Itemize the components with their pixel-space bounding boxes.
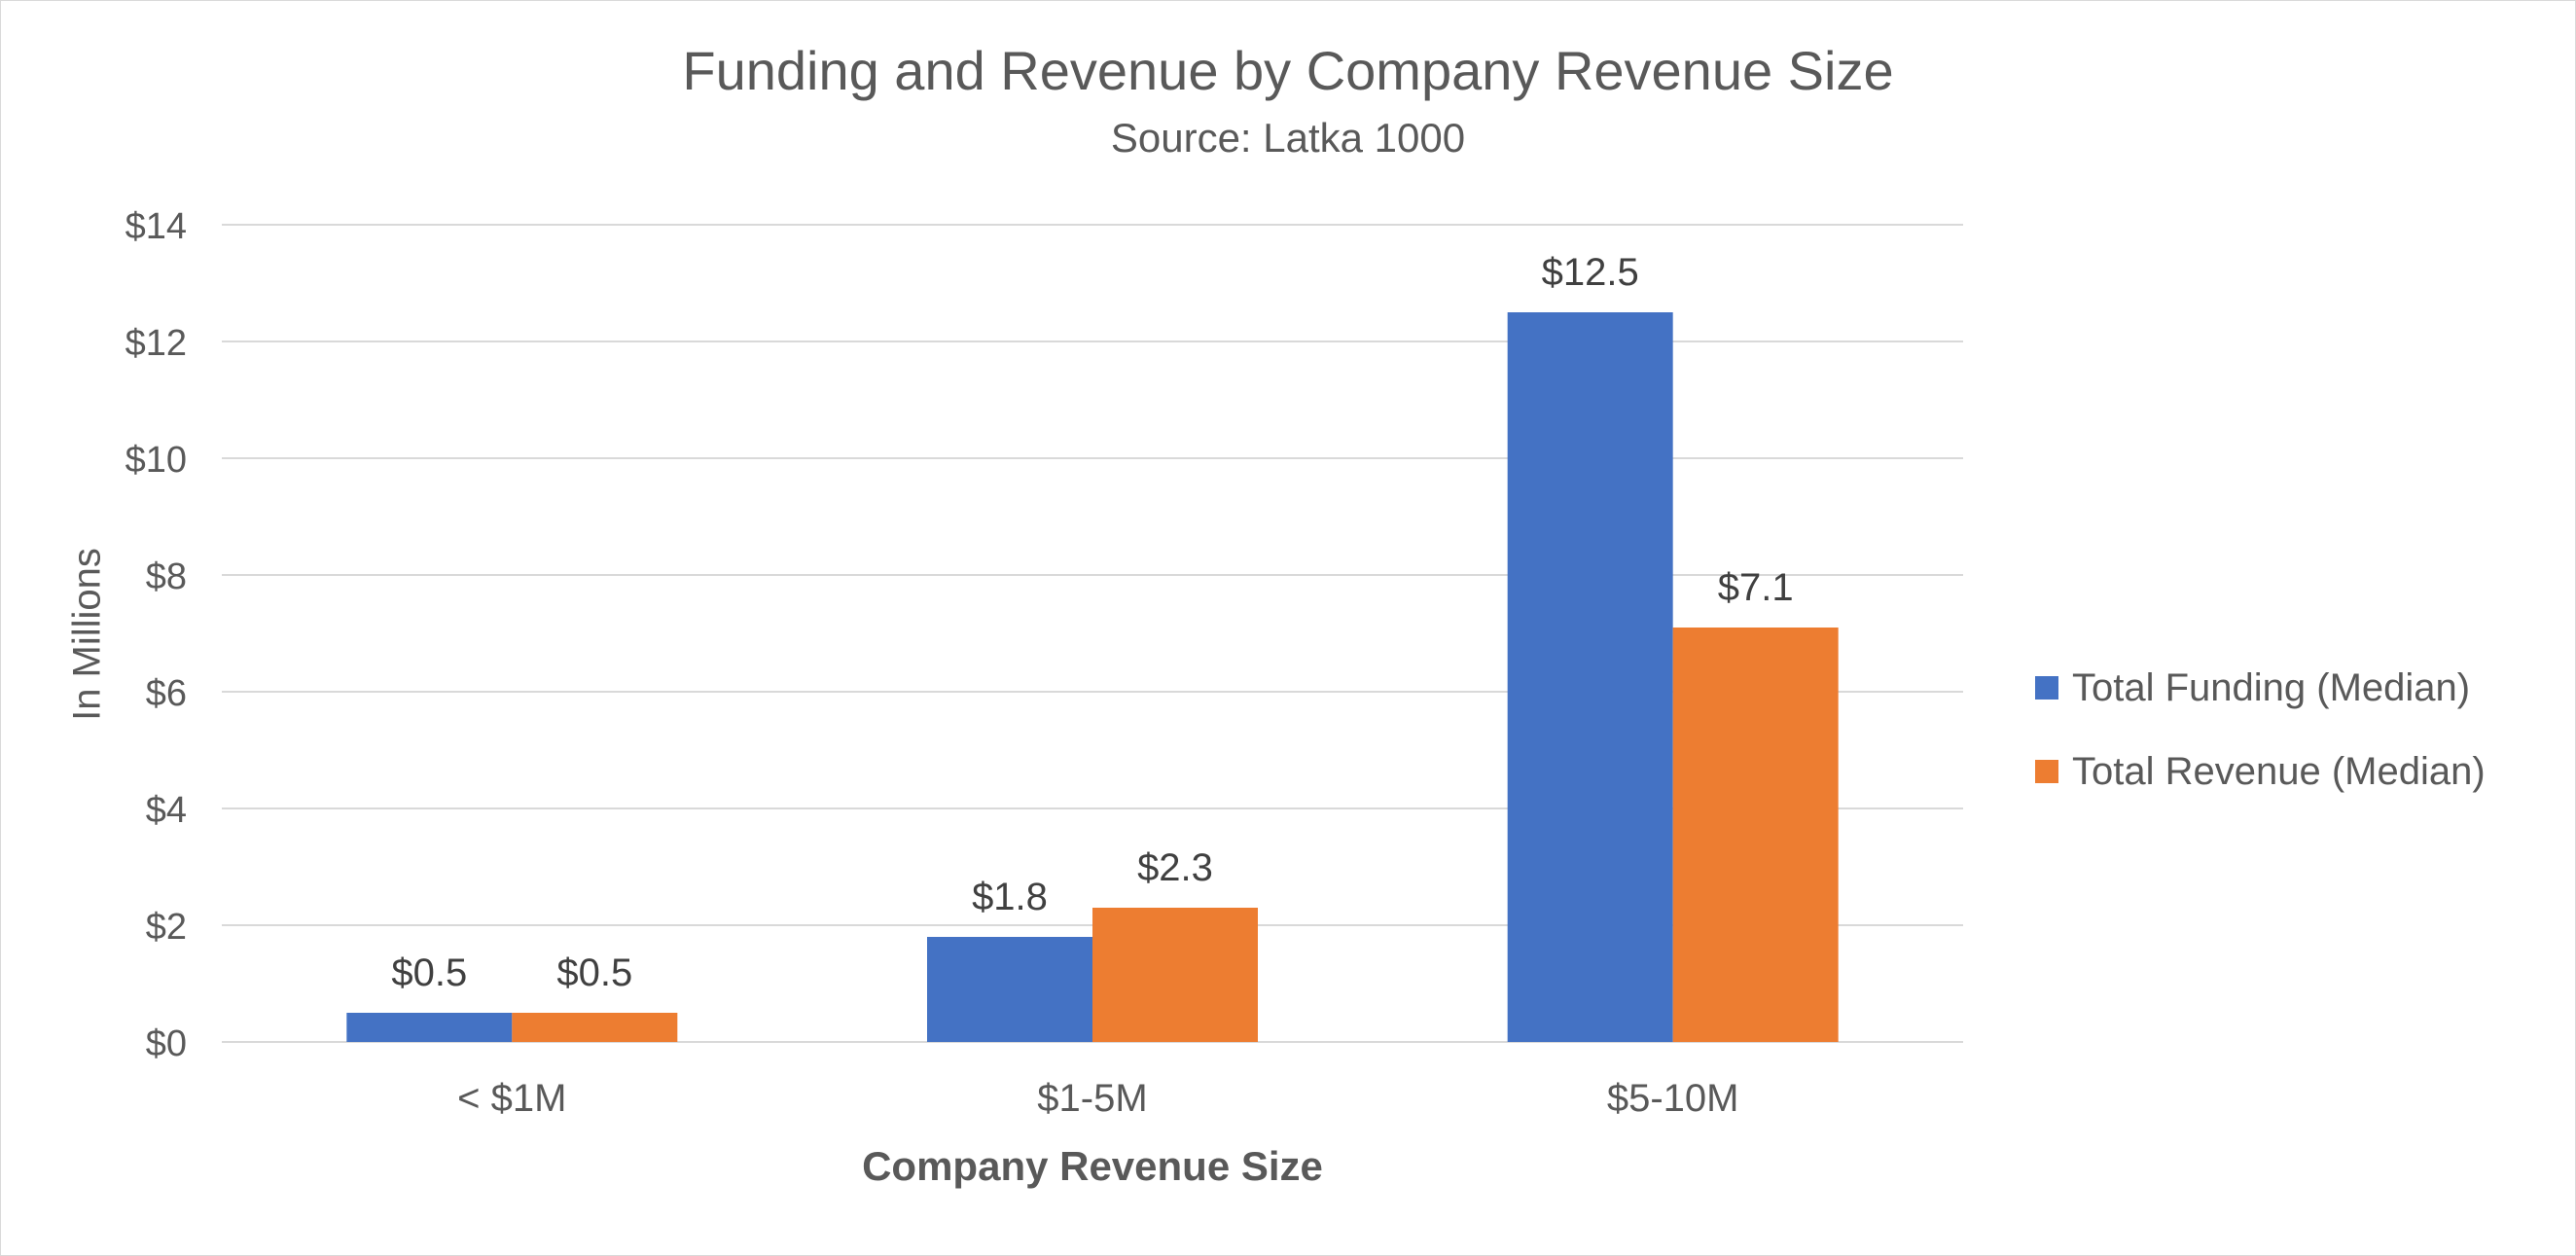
- data-label: $12.5: [1542, 251, 1639, 294]
- legend-swatch-revenue: [2035, 760, 2058, 783]
- legend-label-revenue: Total Revenue (Median): [2072, 749, 2486, 793]
- y-tick-label: $12: [125, 323, 187, 364]
- bar-revenue: [1672, 628, 1839, 1042]
- data-label: $1.8: [972, 876, 1048, 918]
- y-axis-label: In Millions: [65, 548, 109, 721]
- bar-funding: [927, 937, 1092, 1042]
- y-tick-label: $14: [125, 206, 187, 247]
- legend-label-funding: Total Funding (Median): [2072, 665, 2471, 709]
- bar-revenue: [512, 1013, 678, 1042]
- data-label: $2.3: [1137, 846, 1213, 889]
- y-tick-label: $0: [146, 1023, 187, 1064]
- data-label: $0.5: [556, 951, 632, 994]
- y-tick-label: $4: [146, 790, 187, 831]
- x-tick-label: $1-5M: [1037, 1077, 1147, 1120]
- chart-title: Funding and Revenue by Company Revenue S…: [682, 40, 1894, 101]
- legend-swatch-funding: [2035, 676, 2058, 700]
- legend-item-revenue: Total Revenue (Median): [2035, 730, 2486, 813]
- x-tick-label: < $1M: [457, 1077, 566, 1120]
- y-tick-label: $6: [146, 673, 187, 714]
- data-label: $7.1: [1718, 566, 1794, 609]
- chart-subtitle: Source: Latka 1000: [1110, 115, 1466, 161]
- legend-item-funding: Total Funding (Median): [2035, 646, 2486, 730]
- legend: Total Funding (Median) Total Revenue (Me…: [2035, 646, 2486, 813]
- bar-funding: [346, 1013, 513, 1042]
- y-tick-label: $8: [146, 556, 187, 597]
- bar-revenue: [1092, 908, 1258, 1042]
- y-tick-label: $10: [125, 440, 187, 481]
- x-tick-label: $5-10M: [1607, 1077, 1739, 1120]
- x-axis-label: Company Revenue Size: [862, 1143, 1323, 1189]
- data-label: $0.5: [391, 951, 467, 994]
- bar-funding: [1507, 312, 1673, 1042]
- y-tick-label: $2: [146, 907, 187, 948]
